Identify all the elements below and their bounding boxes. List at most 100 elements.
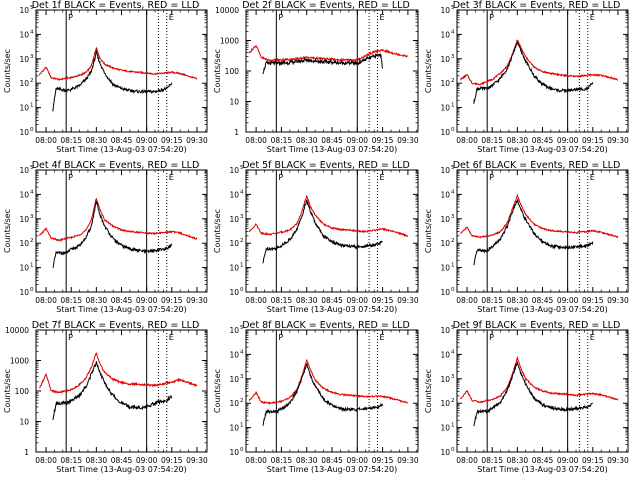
y-tick-label: 10 <box>229 288 239 297</box>
y-tick-exponent: 5 <box>451 165 455 171</box>
x-tick-label: 08:15 <box>60 456 82 465</box>
y-axis-title: Counts/sec <box>213 369 222 413</box>
y-tick-exponent: 4 <box>30 189 34 195</box>
y-tick-label: 10 <box>19 30 29 39</box>
y-tick-exponent: 4 <box>30 29 34 35</box>
marker-label-e: E <box>590 13 595 22</box>
plot-frame <box>35 9 208 133</box>
y-tick-label: 10 <box>440 399 450 408</box>
y-axis-title: Counts/sec <box>213 49 222 93</box>
series-line-events <box>473 360 594 427</box>
y-tick-label: 10 <box>229 98 239 107</box>
x-axis-title: Start Time (13-Aug-03 07:54:20) <box>56 465 187 474</box>
x-tick-label: 08:00 <box>35 136 57 145</box>
x-tick-label: 08:45 <box>321 136 343 145</box>
y-tick-label: 10 <box>440 166 450 175</box>
x-tick-label: 08:45 <box>532 456 554 465</box>
y-tick-exponent: 1 <box>240 263 244 269</box>
marker-label-e: E <box>590 333 595 342</box>
y-tick-label: 10 <box>229 424 239 433</box>
x-tick-label: 08:30 <box>507 456 529 465</box>
y-tick-label: 10 <box>440 424 450 433</box>
x-tick-label: 08:00 <box>245 136 267 145</box>
x-tick-label: 08:45 <box>111 296 133 305</box>
y-tick-label: 10 <box>440 350 450 359</box>
x-tick-label: 08:45 <box>111 136 133 145</box>
marker-label-p: P <box>489 333 494 342</box>
plot-frame <box>245 329 419 453</box>
x-tick-label: 08:15 <box>481 456 503 465</box>
panel-title: Det 7f BLACK = Events, RED = LLD <box>32 320 200 331</box>
x-tick-label: 09:00 <box>346 456 368 465</box>
y-tick-exponent: 4 <box>451 189 455 195</box>
y-tick-label: 10 <box>440 375 450 384</box>
panel-title: Det 5f BLACK = Events, RED = LLD <box>242 160 410 171</box>
y-tick-label: 100 <box>225 67 240 76</box>
x-axis-title: Start Time (13-Aug-03 07:54:20) <box>267 305 398 314</box>
y-tick-exponent: 3 <box>240 214 244 220</box>
y-tick-exponent: 4 <box>451 349 455 355</box>
y-tick-exponent: 3 <box>240 374 244 380</box>
marker-label-p: P <box>68 333 73 342</box>
y-tick-exponent: 3 <box>451 374 455 380</box>
x-tick-label: 09:15 <box>582 136 604 145</box>
x-axis-title: Start Time (13-Aug-03 07:54:20) <box>477 305 608 314</box>
x-tick-label: 08:30 <box>296 136 318 145</box>
y-tick-label: 10 <box>229 350 239 359</box>
marker-label-e: E <box>380 13 385 22</box>
x-tick-label: 08:15 <box>60 296 82 305</box>
y-tick-label: 1 <box>234 128 239 137</box>
y-tick-label: 100 <box>15 387 30 396</box>
x-tick-label: 08:45 <box>532 296 554 305</box>
y-tick-label: 10 <box>440 215 450 224</box>
x-tick-label: 08:00 <box>35 456 57 465</box>
x-tick-label: 08:45 <box>111 456 133 465</box>
y-tick-label: 10 <box>19 166 29 175</box>
y-tick-exponent: 2 <box>240 398 244 404</box>
panel-title: Det 2f BLACK = Events, RED = LLD <box>242 0 410 11</box>
y-tick-label: 10 <box>440 104 450 113</box>
x-tick-label: 08:45 <box>532 136 554 145</box>
y-tick-exponent: 0 <box>451 447 455 453</box>
x-tick-label: 08:00 <box>456 456 478 465</box>
x-tick-label: 08:30 <box>86 296 108 305</box>
x-tick-label: 08:15 <box>271 296 293 305</box>
plot-frame <box>245 9 419 133</box>
series-line-events <box>52 361 173 421</box>
y-tick-exponent: 4 <box>451 29 455 35</box>
marker-label-p: P <box>278 173 283 182</box>
y-tick-label: 10 <box>229 326 239 335</box>
y-tick-exponent: 1 <box>451 423 455 429</box>
y-tick-exponent: 1 <box>240 423 244 429</box>
x-tick-label: 09:15 <box>582 296 604 305</box>
y-tick-label: 10 <box>229 166 239 175</box>
y-axis-title: Counts/sec <box>424 49 433 93</box>
x-tick-label: 09:30 <box>186 296 208 305</box>
x-tick-label: 09:15 <box>372 456 394 465</box>
x-tick-label: 09:00 <box>346 296 368 305</box>
y-tick-exponent: 1 <box>30 263 34 269</box>
x-tick-label: 09:00 <box>136 456 158 465</box>
series-line-events <box>52 200 173 269</box>
series-line-events <box>262 199 383 264</box>
y-axis-title: Counts/sec <box>424 369 433 413</box>
y-tick-exponent: 2 <box>240 238 244 244</box>
y-tick-label: 10 <box>19 239 29 248</box>
y-tick-label: 10 <box>440 79 450 88</box>
x-tick-label: 08:15 <box>271 456 293 465</box>
y-tick-exponent: 5 <box>30 5 34 11</box>
marker-label-p: P <box>278 13 283 22</box>
y-tick-label: 10 <box>440 190 450 199</box>
series-line-events <box>473 197 594 266</box>
y-tick-label: 10000 <box>5 326 29 335</box>
x-tick-label: 09:15 <box>161 136 183 145</box>
panel-title: Det 8f BLACK = Events, RED = LLD <box>242 320 410 331</box>
x-axis-title: Start Time (13-Aug-03 07:54:20) <box>267 145 398 154</box>
y-tick-exponent: 0 <box>30 127 34 133</box>
y-tick-label: 10 <box>19 215 29 224</box>
x-tick-label: 09:30 <box>607 296 629 305</box>
